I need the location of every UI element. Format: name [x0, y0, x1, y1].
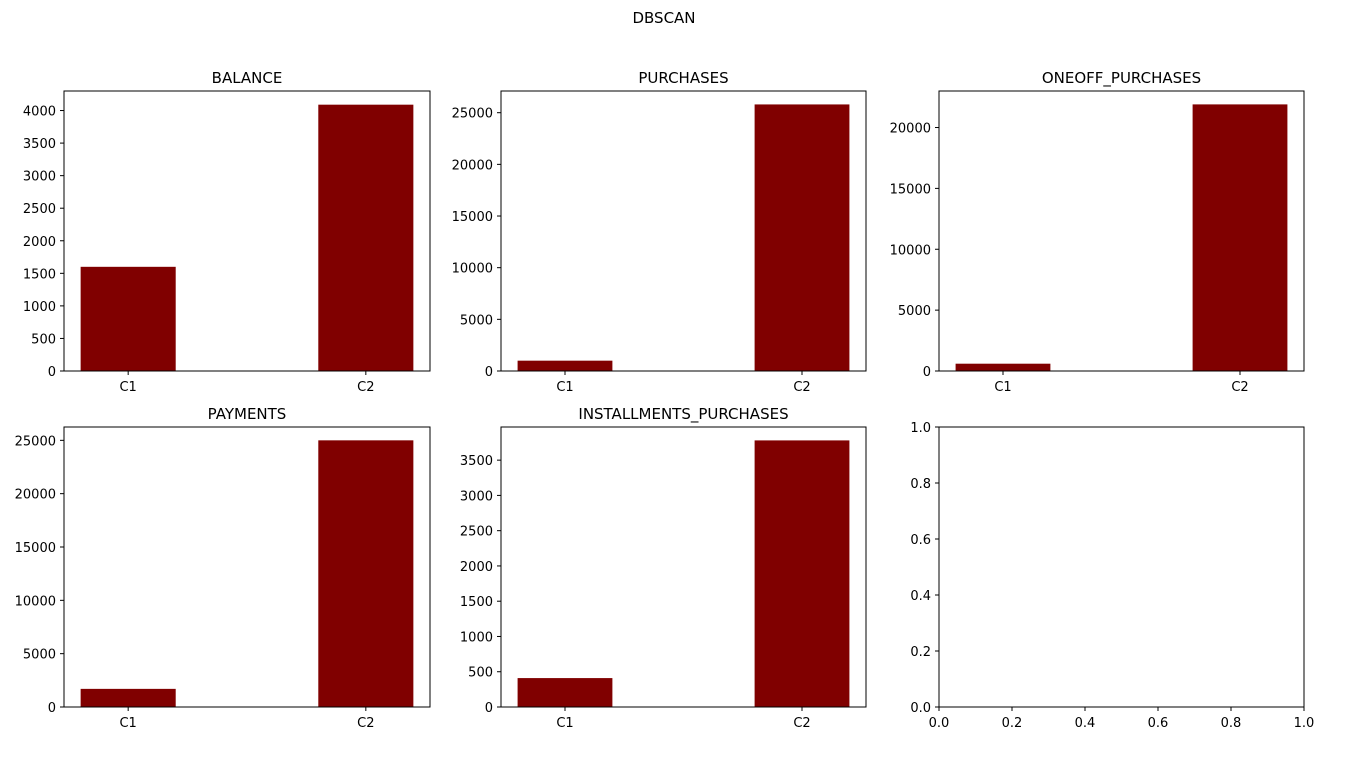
y-tick-label: 0.0 — [910, 701, 931, 716]
bar-c2 — [318, 440, 414, 707]
bar-c1 — [80, 688, 176, 707]
y-tick-label: 0 — [48, 701, 56, 716]
x-tick-label: C1 — [556, 716, 573, 731]
y-tick-label: 2500 — [460, 525, 493, 540]
bar-c1 — [80, 266, 176, 371]
subplot-4: C1 C2 0 5000 10000 15000 20000 25000 PAYMENTS — [15, 405, 431, 731]
x-tick-label: C1 — [119, 716, 136, 731]
y-tick-label: 5000 — [898, 304, 931, 319]
subplot-3: C1 C2 0 5000 10000 15000 20000 ONEOFF_PURCHASES — [890, 69, 1305, 395]
axes-frame — [938, 426, 1305, 708]
y-tick-label: 5000 — [23, 648, 56, 663]
y-tick-label: 3500 — [23, 137, 56, 152]
x-tick-label: C1 — [119, 380, 136, 395]
x-tick-label: 0.2 — [1002, 716, 1023, 731]
x-tick-label: C1 — [994, 380, 1011, 395]
bar-c2 — [1192, 104, 1288, 372]
y-tick-label: 15000 — [452, 210, 493, 225]
axes-frame — [938, 90, 1305, 372]
y-tick-label: 15000 — [890, 182, 931, 197]
y-tick-label: 0 — [485, 365, 493, 380]
subplot-1: C1 C2 0 500 1000 1500 2000 2500 3000 3500 4000 BALA… — [23, 69, 431, 395]
x-tick-label: C2 — [793, 716, 810, 731]
y-tick-label: 0 — [48, 365, 56, 380]
y-tick-label: 15000 — [15, 541, 56, 556]
subplot-title: ONEOFF_PURCHASES — [1042, 69, 1201, 88]
subplot-5: C1 C2 0 500 1000 1500 2000 2500 3000 3500 INSTALLM… — [460, 405, 867, 731]
subplot-6: 0.0 0.2 0.4 0.6 0.8 1.0 0.0 0.2 0.4 0.6 0.8 1.0 — [910, 421, 1314, 731]
y-tick-label: 20000 — [890, 122, 931, 137]
bar-c1 — [955, 363, 1051, 371]
y-tick-label: 10000 — [890, 243, 931, 258]
y-tick-label: 4000 — [23, 105, 56, 120]
subplot-title: PURCHASES — [638, 69, 728, 87]
figure-suptitle: DBSCAN — [632, 9, 695, 27]
x-tick-label: 0.4 — [1075, 716, 1096, 731]
axes-frame — [63, 426, 431, 708]
x-tick-label: 0.6 — [1148, 716, 1169, 731]
y-tick-label: 1500 — [460, 595, 493, 610]
bar-c2 — [318, 104, 414, 372]
y-tick-label: 2000 — [460, 560, 493, 575]
x-tick-label: C2 — [357, 716, 374, 731]
subplot-title: BALANCE — [212, 69, 283, 87]
subplot-title: INSTALLMENTS_PURCHASES — [578, 405, 788, 424]
y-tick-label: 500 — [468, 666, 493, 681]
y-tick-label: 0 — [923, 365, 931, 380]
y-tick-label: 2000 — [23, 235, 56, 250]
axes-frame — [500, 426, 867, 708]
x-tick-label: C2 — [1231, 380, 1248, 395]
bar-c2 — [754, 104, 850, 371]
y-tick-label: 20000 — [15, 488, 56, 503]
y-tick-label: 25000 — [15, 434, 56, 449]
y-tick-label: 1.0 — [910, 421, 931, 436]
axes-frame — [63, 90, 431, 372]
y-tick-label: 1000 — [460, 630, 493, 645]
x-tick-label: C1 — [556, 380, 573, 395]
x-tick-label: C2 — [357, 380, 374, 395]
bar-c2 — [754, 440, 850, 707]
y-tick-label: 500 — [31, 332, 56, 347]
y-tick-label: 0 — [485, 701, 493, 716]
y-tick-label: 0.2 — [910, 645, 931, 660]
y-tick-label: 10000 — [452, 262, 493, 277]
y-tick-label: 0.6 — [910, 533, 931, 548]
x-tick-label: C2 — [793, 380, 810, 395]
bar-c1 — [517, 678, 613, 707]
y-tick-label: 0.8 — [910, 477, 931, 492]
y-tick-label: 20000 — [452, 158, 493, 173]
y-tick-label: 5000 — [460, 313, 493, 328]
subplot-title: PAYMENTS — [208, 405, 287, 423]
y-tick-label: 10000 — [15, 594, 56, 609]
x-tick-label: 0.0 — [929, 716, 950, 731]
y-tick-label: 3500 — [460, 454, 493, 469]
y-tick-label: 2500 — [23, 202, 56, 217]
subplot-2: C1 C2 0 5000 10000 15000 20000 25000 PURCHASES — [452, 69, 867, 395]
y-tick-label: 25000 — [452, 107, 493, 122]
y-tick-label: 1500 — [23, 267, 56, 282]
axes-frame — [500, 90, 867, 372]
y-tick-label: 3000 — [23, 170, 56, 185]
bar-c1 — [517, 360, 613, 371]
y-tick-label: 3000 — [460, 489, 493, 504]
y-tick-label: 0.4 — [910, 589, 931, 604]
x-tick-label: 1.0 — [1294, 716, 1315, 731]
y-tick-label: 1000 — [23, 300, 56, 315]
x-tick-label: 0.8 — [1221, 716, 1242, 731]
